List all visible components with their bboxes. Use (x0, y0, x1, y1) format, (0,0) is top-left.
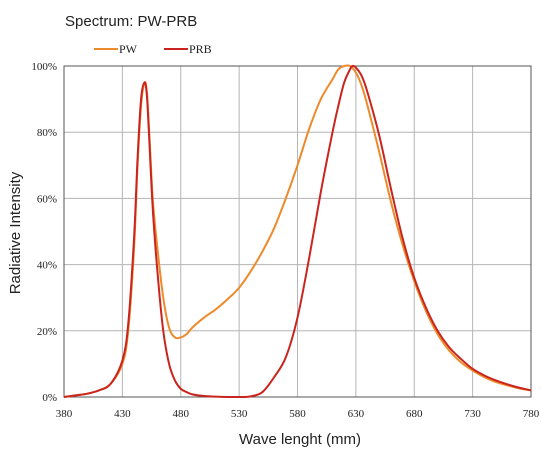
y-axis-title: Radiative Intensity (7, 171, 24, 294)
y-tick-label: 40% (37, 260, 57, 272)
x-tick-label: 680 (406, 408, 423, 420)
x-tick-label: 730 (464, 408, 481, 420)
series-line-prb (63, 64, 532, 399)
x-tick-label: 380 (56, 408, 73, 420)
y-tick-label: 0% (42, 392, 57, 404)
y-tick-labels: 0% 20% 40% 60% 80% 100% (31, 61, 57, 404)
y-tick-label: 60% (37, 193, 57, 205)
plot-frame (63, 65, 532, 398)
y-tick-label: 20% (37, 326, 57, 338)
x-tick-labels: 380 430 480 530 580 630 680 730 780 (56, 408, 540, 420)
x-tick-label: 530 (231, 408, 248, 420)
plot-border (63, 65, 532, 398)
series-layer (63, 64, 532, 399)
x-tick-label: 780 (523, 408, 540, 420)
legend-label-pw: PW (119, 42, 138, 56)
legend-label-prb: PRB (189, 42, 212, 56)
legend: PW PRB (94, 42, 212, 56)
x-axis-title: Wave lenght (mm) (239, 431, 361, 448)
chart-title: Spectrum: PW-PRB (65, 13, 197, 30)
x-tick-label: 430 (114, 408, 131, 420)
x-tick-label: 480 (173, 408, 190, 420)
x-tick-label: 630 (348, 408, 365, 420)
y-tick-label: 80% (37, 127, 57, 139)
grid (64, 66, 531, 397)
x-tick-label: 580 (289, 408, 306, 420)
y-tick-label: 100% (31, 61, 57, 73)
